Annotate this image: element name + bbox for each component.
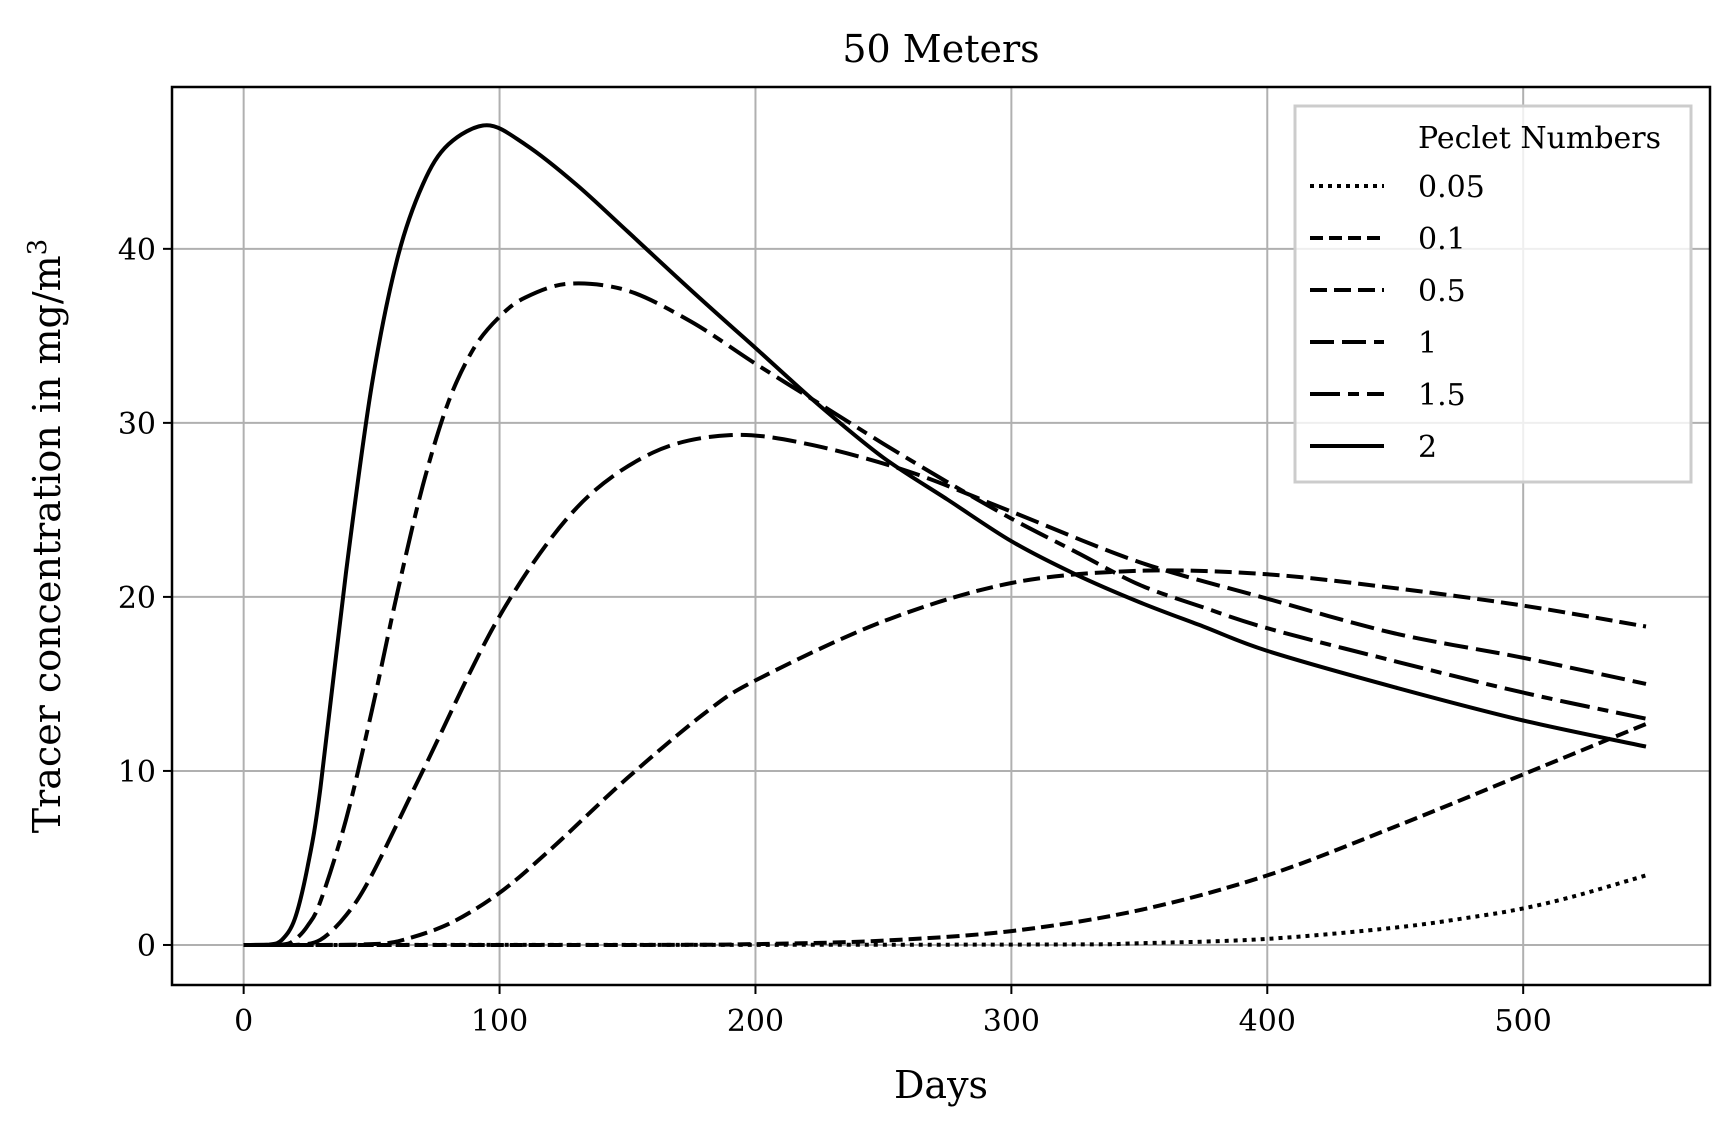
legend-title: Peclet Numbers [1418,121,1661,156]
y-axis-label: Tracer concentration in mg/m3 [23,239,69,833]
legend-label-1.5: 1.5 [1418,378,1466,413]
x-axis-label: Days [894,1063,988,1107]
legend-label-2: 2 [1418,430,1437,465]
legend: Peclet Numbers 0.05 0.1 0.5 1 1.5 2 [1293,104,1693,484]
chart-title: 50 Meters [842,27,1039,71]
x-tick-label: 100 [471,1004,528,1039]
x-tick-label: 500 [1495,1004,1552,1039]
legend-label-0.05: 0.05 [1418,170,1485,205]
x-tick-label: 400 [1239,1004,1296,1039]
series-line-1.5 [243,281,1647,947]
y-tick-label: 0 [137,929,156,964]
series-line-0.05 [243,873,1647,947]
x-tick-label: 200 [727,1004,784,1039]
series-line-2 [243,123,1647,947]
legend-entries: 0.05 0.1 0.5 1 1.5 2 [1310,170,1485,465]
y-axis-label-superscript: 3 [23,239,53,256]
y-tick-label: 40 [118,233,156,268]
legend-label-0.1: 0.1 [1418,222,1466,257]
x-tick-label: 300 [983,1004,1040,1039]
series-line-1 [243,432,1647,947]
series-layer [243,123,1647,948]
plot-frame [170,85,1712,987]
x-tick-label: 0 [234,1004,253,1039]
y-tick-label: 30 [118,407,156,442]
series-line-0.1 [243,722,1647,948]
y-tick-label: 10 [118,755,156,790]
legend-frame [1293,104,1693,484]
y-tick-label: 20 [118,581,156,616]
y-axis-label-text: Tracer concentration in mg/m [25,255,69,833]
tick-layer: 0 100 200 300 400 500 0 10 20 30 40 [118,233,1552,1039]
series-line-0.5 [243,568,1647,948]
legend-label-1: 1 [1418,326,1437,361]
legend-label-0.5: 0.5 [1418,274,1466,309]
